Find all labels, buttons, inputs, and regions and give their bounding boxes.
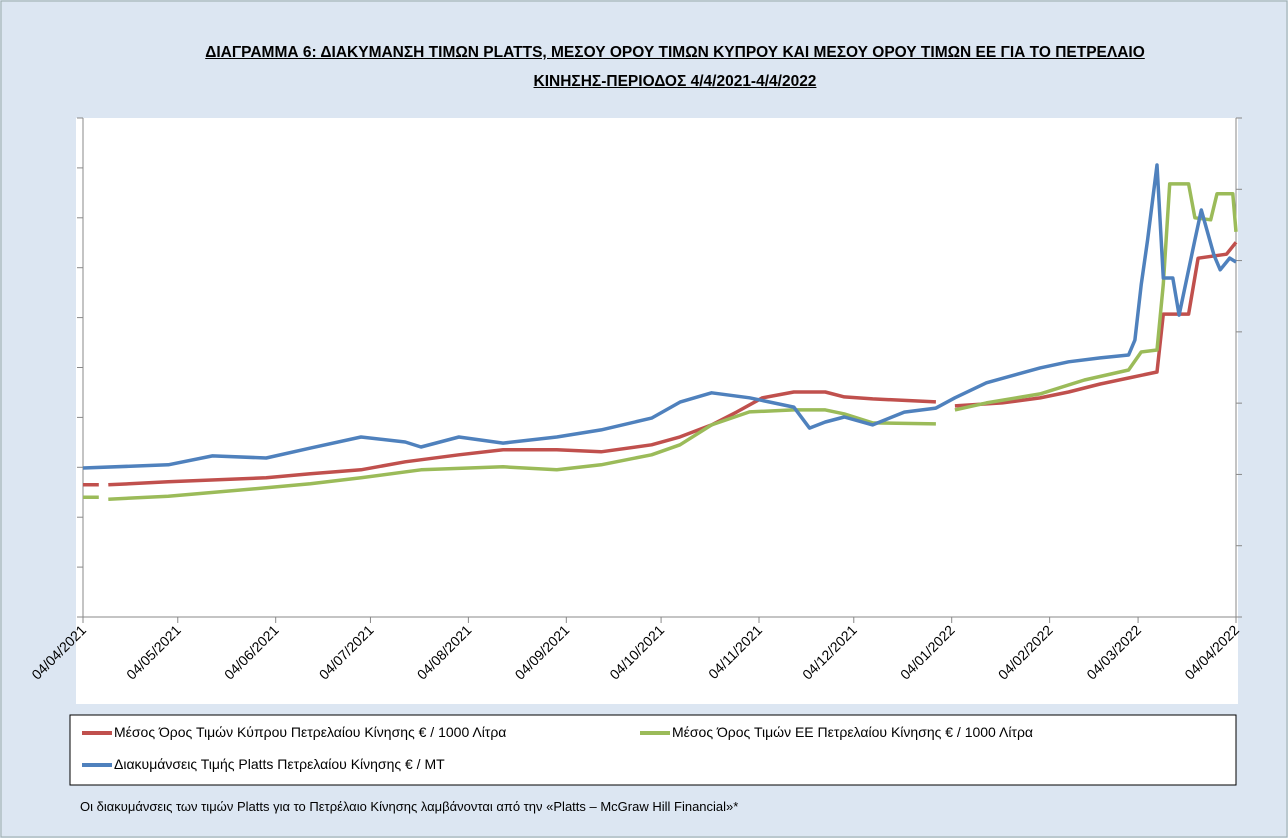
legend-swatch xyxy=(640,731,670,736)
series-line xyxy=(82,163,1237,470)
legend-entry: Μέσος Όρος Τιμών Κύπρου Πετρελαίου Κίνησ… xyxy=(82,724,506,740)
chart-title: ΔΙΑΓΡΑΜΜΑ 6: ΔΙΑΚΥΜΑΝΣΗ ΤΙΜΩΝ PLATTS, ΜΕ… xyxy=(205,44,1145,90)
footnote: Οι διακυμάνσεις των τιμών Platts για το … xyxy=(80,799,739,814)
legend-swatch xyxy=(82,731,112,736)
legend-box xyxy=(69,714,1237,786)
plot-area xyxy=(76,118,1238,704)
legend-entry: Μέσος Όρος Τιμών ΕΕ Πετρελαίου Κίνησης €… xyxy=(640,724,1033,740)
legend-entry: Διακυμάνσεις Τιμής Platts Πετρελαίου Κίν… xyxy=(82,756,445,772)
legend-label: Μέσος Όρος Τιμών ΕΕ Πετρελαίου Κίνησης €… xyxy=(672,724,1034,740)
series-line xyxy=(83,241,1238,487)
legend-label: Διακυμάνσεις Τιμής Platts Πετρελαίου Κίν… xyxy=(114,756,445,772)
series-line xyxy=(83,182,1238,501)
legend-label: Μέσος Όρος Τιμών Κύπρου Πετρελαίου Κίνησ… xyxy=(114,724,507,740)
legend-swatch xyxy=(82,763,112,768)
